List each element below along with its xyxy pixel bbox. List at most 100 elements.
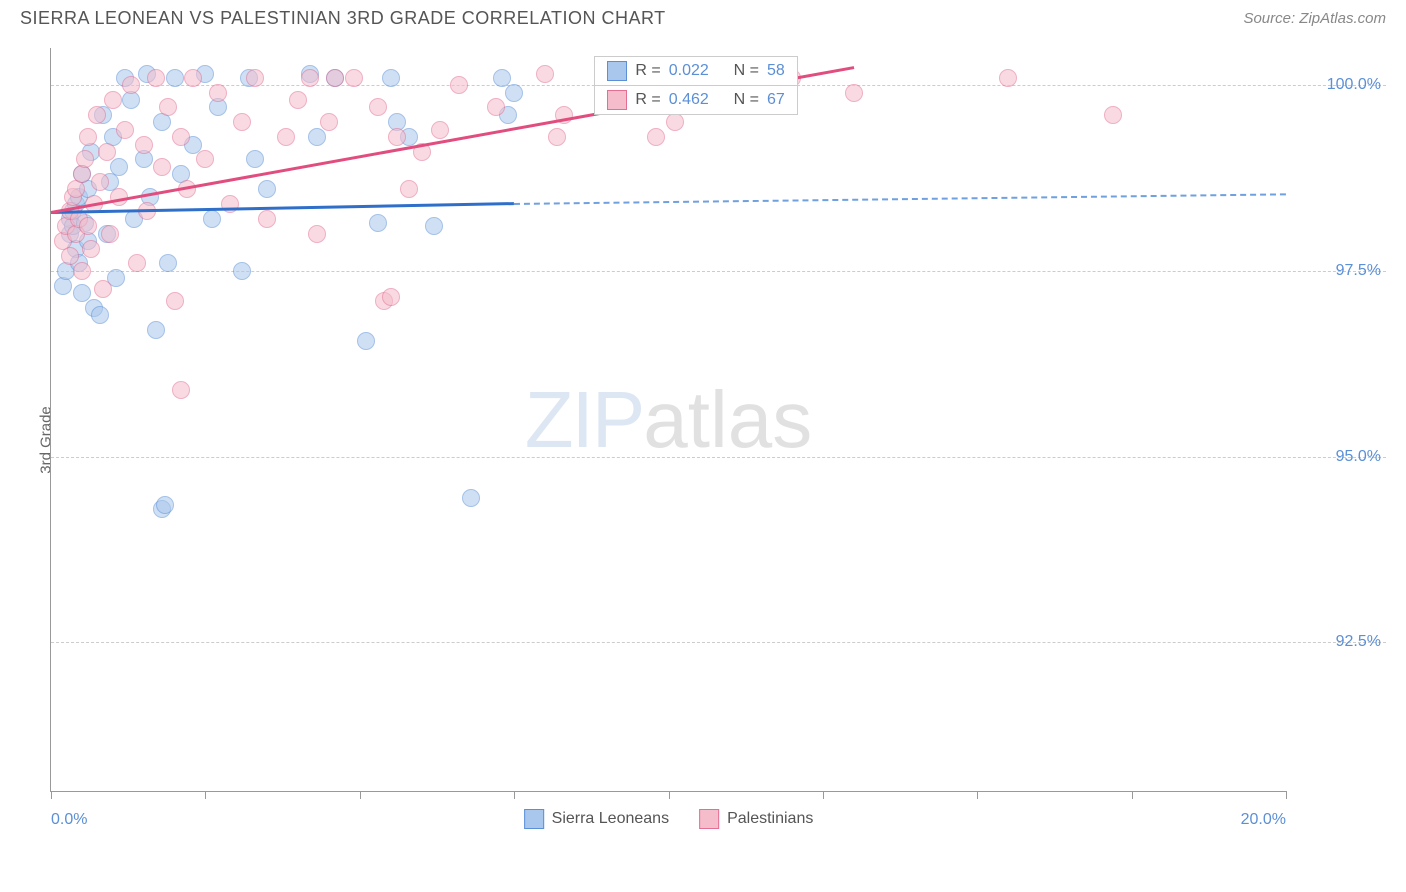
- scatter-point: [73, 284, 91, 302]
- legend-swatch: [607, 90, 627, 110]
- scatter-point: [382, 69, 400, 87]
- scatter-point: [73, 262, 91, 280]
- x-tick: [669, 791, 670, 799]
- stats-legend: R =0.022 N =58R =0.462 N =67: [594, 56, 797, 115]
- scatter-point: [246, 69, 264, 87]
- trend-line-dashed: [514, 193, 1286, 205]
- plot-container: 3rd Grade ZIPatlas 92.5%95.0%97.5%100.0%…: [50, 48, 1386, 832]
- scatter-point: [320, 113, 338, 131]
- x-tick-label: 0.0%: [51, 811, 87, 829]
- scatter-point: [425, 217, 443, 235]
- x-tick: [1286, 791, 1287, 799]
- scatter-point: [246, 150, 264, 168]
- scatter-point: [450, 76, 468, 94]
- scatter-point: [101, 225, 119, 243]
- watermark: ZIPatlas: [525, 374, 812, 466]
- legend-r-value: 0.022: [669, 62, 709, 80]
- x-tick: [1132, 791, 1133, 799]
- scatter-point: [845, 84, 863, 102]
- x-tick: [360, 791, 361, 799]
- scatter-point: [172, 128, 190, 146]
- stats-legend-row: R =0.462 N =67: [595, 85, 796, 114]
- x-tick: [51, 791, 52, 799]
- y-tick-label: 100.0%: [1291, 76, 1381, 94]
- series-legend-label: Sierra Leoneans: [552, 810, 669, 828]
- scatter-point: [104, 91, 122, 109]
- scatter-point: [431, 121, 449, 139]
- scatter-point: [82, 240, 100, 258]
- grid-line: [51, 457, 1386, 458]
- x-tick-label: 20.0%: [1241, 811, 1286, 829]
- x-tick: [977, 791, 978, 799]
- x-tick: [823, 791, 824, 799]
- watermark-zip: ZIP: [525, 375, 643, 464]
- scatter-point: [110, 158, 128, 176]
- legend-swatch: [524, 809, 544, 829]
- scatter-point: [233, 262, 251, 280]
- legend-swatch: [699, 809, 719, 829]
- source-label: Source: ZipAtlas.com: [1243, 10, 1386, 27]
- watermark-atlas: atlas: [643, 375, 812, 464]
- scatter-point: [666, 113, 684, 131]
- scatter-point: [159, 254, 177, 272]
- scatter-point: [135, 136, 153, 154]
- plot-area: ZIPatlas 92.5%95.0%97.5%100.0%0.0%20.0%R…: [50, 48, 1286, 792]
- legend-n-value: 67: [767, 91, 785, 109]
- legend-swatch: [607, 61, 627, 81]
- scatter-point: [156, 496, 174, 514]
- y-tick-label: 95.0%: [1291, 448, 1381, 466]
- y-tick-label: 92.5%: [1291, 633, 1381, 651]
- x-tick: [514, 791, 515, 799]
- scatter-point: [122, 76, 140, 94]
- scatter-point: [209, 84, 227, 102]
- chart-title: SIERRA LEONEAN VS PALESTINIAN 3RD GRADE …: [20, 8, 666, 29]
- scatter-point: [258, 210, 276, 228]
- legend-n-label: N =: [734, 62, 759, 80]
- scatter-point: [308, 225, 326, 243]
- scatter-point: [79, 217, 97, 235]
- scatter-point: [153, 158, 171, 176]
- grid-line: [51, 642, 1386, 643]
- scatter-point: [345, 69, 363, 87]
- scatter-point: [166, 69, 184, 87]
- scatter-point: [357, 332, 375, 350]
- scatter-point: [277, 128, 295, 146]
- scatter-point: [172, 381, 190, 399]
- scatter-point: [76, 150, 94, 168]
- scatter-point: [91, 306, 109, 324]
- scatter-point: [147, 69, 165, 87]
- scatter-point: [493, 69, 511, 87]
- scatter-point: [487, 98, 505, 116]
- scatter-point: [159, 98, 177, 116]
- scatter-point: [79, 128, 97, 146]
- scatter-point: [196, 150, 214, 168]
- scatter-point: [88, 106, 106, 124]
- scatter-point: [382, 288, 400, 306]
- scatter-point: [388, 128, 406, 146]
- scatter-point: [203, 210, 221, 228]
- scatter-point: [98, 143, 116, 161]
- scatter-point: [505, 84, 523, 102]
- series-legend-item: Palestinians: [699, 809, 813, 829]
- scatter-point: [116, 121, 134, 139]
- scatter-point: [326, 69, 344, 87]
- x-tick: [205, 791, 206, 799]
- scatter-point: [647, 128, 665, 146]
- scatter-point: [258, 180, 276, 198]
- scatter-point: [289, 91, 307, 109]
- scatter-point: [61, 247, 79, 265]
- scatter-point: [94, 280, 112, 298]
- scatter-point: [548, 128, 566, 146]
- series-legend-label: Palestinians: [727, 810, 813, 828]
- series-legend: Sierra Leoneans Palestinians: [524, 809, 814, 829]
- stats-legend-row: R =0.022 N =58: [595, 57, 796, 85]
- scatter-point: [184, 69, 202, 87]
- legend-r-label: R =: [635, 62, 660, 80]
- scatter-point: [999, 69, 1017, 87]
- scatter-point: [233, 113, 251, 131]
- scatter-point: [91, 173, 109, 191]
- scatter-point: [536, 65, 554, 83]
- scatter-point: [462, 489, 480, 507]
- scatter-point: [166, 292, 184, 310]
- legend-n-label: N =: [734, 91, 759, 109]
